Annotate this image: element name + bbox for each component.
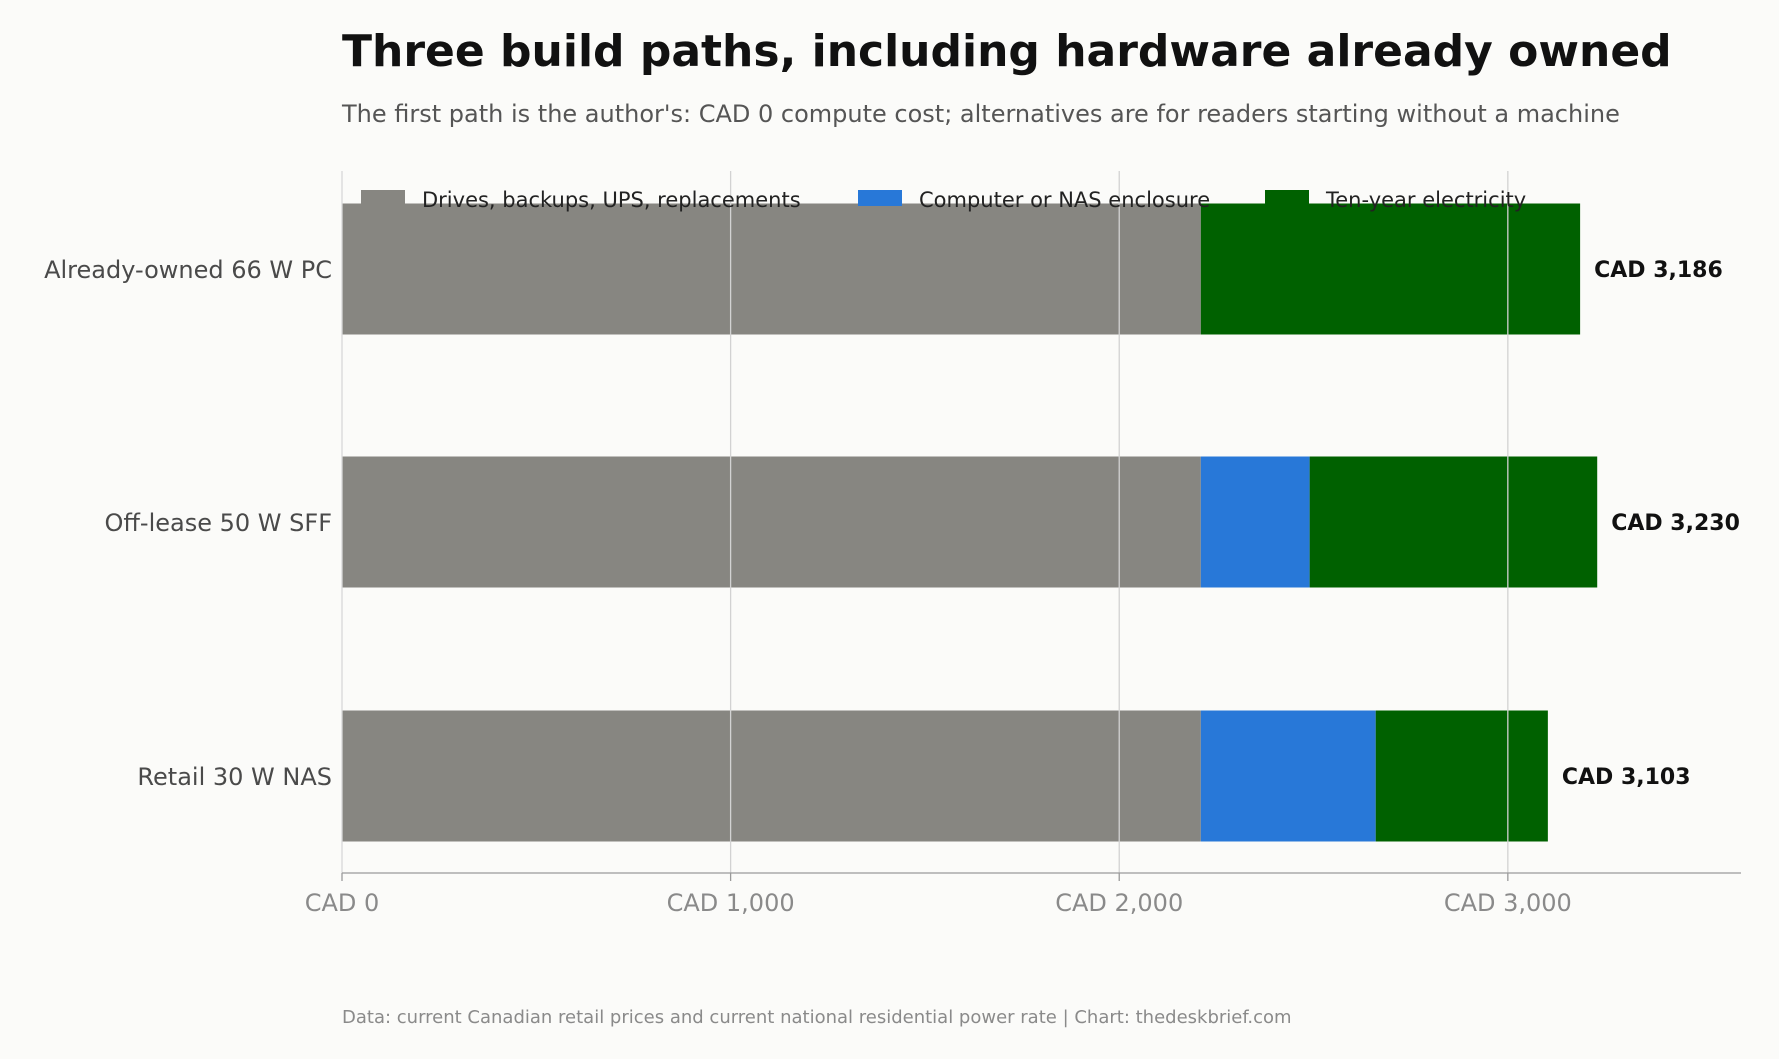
legend: Drives, backups, UPS, replacements Comput… (361, 188, 1526, 212)
bars-group (342, 203, 1598, 842)
legend-swatch-3 (1265, 190, 1309, 206)
bar-segment-3-row-3 (1375, 710, 1548, 842)
x-ticks: CAD 0 CAD 1,000 CAD 2,000 CAD 3,000 (305, 873, 1572, 917)
total-label-2: CAD 3,230 (1611, 511, 1740, 536)
bar-segment-2-row-3 (1200, 710, 1376, 842)
gridlines (729, 171, 1509, 873)
total-labels: CAD 3,186 CAD 3,230 CAD 3,103 (1562, 258, 1740, 790)
chart-subtitle: The first path is the author's: CAD 0 co… (341, 100, 1620, 128)
total-label-3: CAD 3,103 (1562, 765, 1691, 790)
legend-swatch-2 (858, 190, 902, 206)
bar-segment-3-row-1 (1200, 203, 1581, 335)
chart-source: Data: current Canadian retail prices and… (342, 1007, 1292, 1028)
x-tick-label-4: CAD 3,000 (1444, 889, 1572, 917)
bar-segment-3-row-2 (1309, 456, 1598, 588)
category-labels: Already-owned 66 W PC Off-lease 50 W SFF R… (44, 256, 332, 791)
chart-title: Three build paths, including hardware al… (342, 26, 1672, 77)
bar-segment-1-row-3 (342, 710, 1201, 842)
legend-label-3: Ten-year electricity (1325, 188, 1526, 212)
bar-segment-1-row-1 (342, 203, 1201, 335)
legend-label-1: Drives, backups, UPS, replacements (422, 188, 801, 212)
x-tick-label-3: CAD 2,000 (1055, 889, 1183, 917)
total-label-1: CAD 3,186 (1594, 258, 1723, 283)
legend-label-2: Computer or NAS enclosure (919, 188, 1210, 212)
category-label-2: Off-lease 50 W SFF (105, 509, 333, 537)
legend-swatch-1 (361, 190, 405, 206)
x-tick-label-2: CAD 1,000 (667, 889, 795, 917)
plot-area: CAD 0 CAD 1,000 CAD 2,000 CAD 3,000 Already-… (44, 171, 1741, 917)
bar-segment-1-row-2 (342, 456, 1201, 588)
bar-segment-2-row-2 (1200, 456, 1310, 588)
x-tick-label-1: CAD 0 (305, 889, 380, 917)
category-label-3: Retail 30 W NAS (137, 763, 332, 791)
category-label-1: Already-owned 66 W PC (44, 256, 332, 284)
